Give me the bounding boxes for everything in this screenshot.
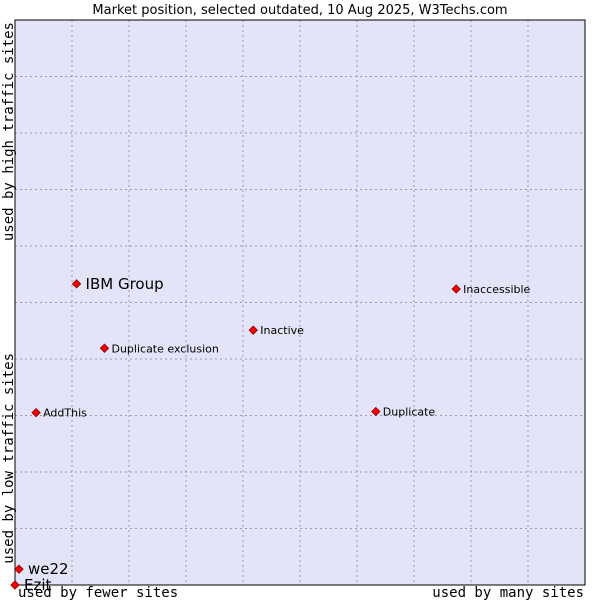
- point-marker[interactable]: [371, 406, 381, 417]
- point-marker[interactable]: [10, 580, 20, 590]
- data-points: IBM Group Inaccessible Inactive Duplicate e…: [10, 275, 531, 594]
- point-inaccessible[interactable]: Inaccessible: [451, 283, 531, 296]
- point-inactive[interactable]: Inactive: [248, 324, 304, 337]
- point-duplicate-exclusion[interactable]: Duplicate exclusion: [99, 342, 219, 355]
- point-marker[interactable]: [248, 325, 258, 335]
- point-label: Duplicate: [383, 406, 436, 419]
- point-label: IBM Group: [86, 275, 164, 293]
- point-label: Inaccessible: [463, 283, 530, 296]
- chart-title: Market position, selected outdated, 10 A…: [92, 3, 507, 18]
- point-marker[interactable]: [31, 407, 41, 418]
- point-we22[interactable]: we22: [14, 560, 69, 578]
- point-addthis[interactable]: AddThis: [31, 407, 87, 420]
- point-label: Ezit: [24, 576, 52, 594]
- x-axis-label-right: used by many sites: [432, 585, 584, 600]
- plot-frame: [14, 19, 586, 586]
- point-marker[interactable]: [71, 279, 82, 289]
- point-label: we22: [28, 560, 69, 578]
- x-axis-label-left: used by fewer sites: [18, 585, 178, 600]
- y-axis-label-high: used by high traffic sites: [1, 22, 17, 241]
- point-label: Duplicate exclusion: [111, 342, 218, 355]
- point-ezit[interactable]: Ezit: [10, 576, 52, 594]
- point-marker[interactable]: [14, 564, 24, 574]
- point-ibm-group[interactable]: IBM Group: [71, 275, 164, 293]
- point-label: AddThis: [43, 407, 87, 420]
- point-marker[interactable]: [451, 284, 461, 294]
- point-label: Inactive: [260, 324, 304, 337]
- y-axis-label-low: used by low traffic sites: [1, 353, 17, 564]
- point-duplicate[interactable]: Duplicate: [371, 406, 436, 419]
- point-marker[interactable]: [99, 343, 110, 353]
- grid-lines: [15, 20, 585, 585]
